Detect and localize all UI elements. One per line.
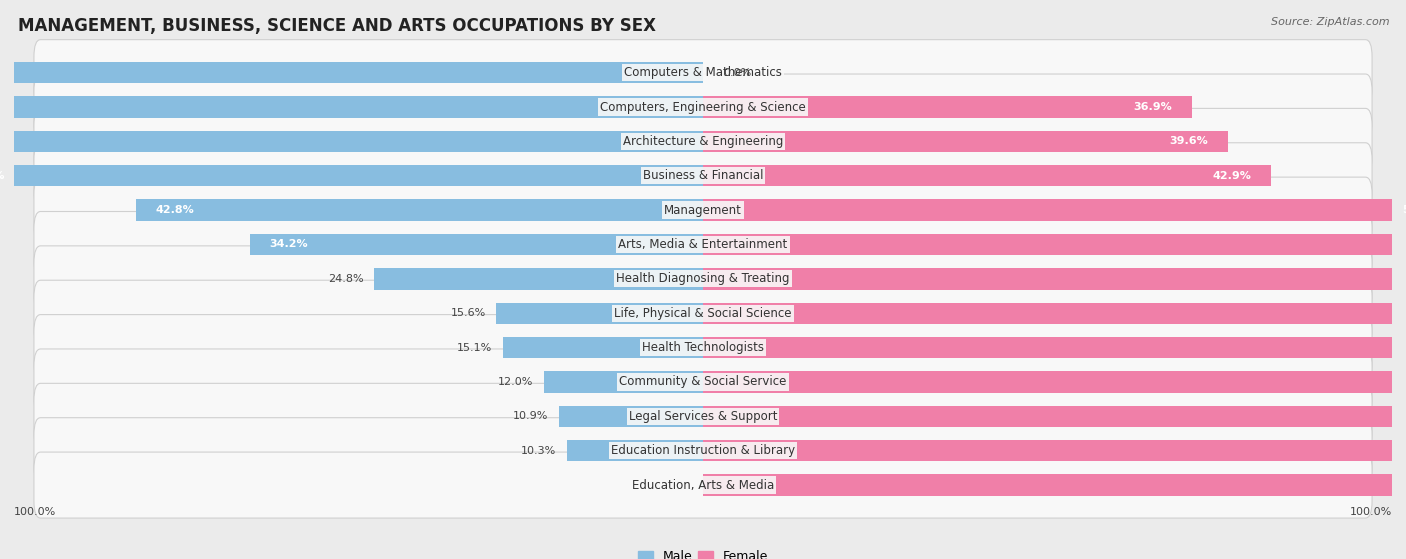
Bar	[703, 371, 1406, 392]
Text: 36.9%: 36.9%	[1133, 102, 1173, 112]
Bar	[703, 302, 1406, 324]
FancyBboxPatch shape	[34, 383, 1372, 449]
Bar	[0, 62, 703, 83]
Text: Community & Social Service: Community & Social Service	[619, 376, 787, 389]
Bar	[136, 200, 703, 221]
Bar	[703, 131, 1227, 152]
Text: 57.1%: 57.1%	[0, 170, 4, 181]
FancyBboxPatch shape	[34, 280, 1372, 346]
Bar	[374, 268, 703, 290]
Bar	[703, 200, 1406, 221]
Text: 0.0%: 0.0%	[723, 68, 751, 78]
Text: Architecture & Engineering: Architecture & Engineering	[623, 135, 783, 148]
Bar	[503, 337, 703, 358]
Bar	[544, 371, 703, 392]
Text: Source: ZipAtlas.com: Source: ZipAtlas.com	[1271, 17, 1389, 27]
Text: 34.2%: 34.2%	[270, 239, 308, 249]
Legend: Male, Female: Male, Female	[633, 546, 773, 559]
Text: 42.8%: 42.8%	[156, 205, 194, 215]
Bar	[703, 406, 1406, 427]
Text: 100.0%: 100.0%	[14, 507, 56, 517]
FancyBboxPatch shape	[34, 177, 1372, 243]
Bar	[0, 165, 703, 186]
Bar	[703, 234, 1406, 255]
Text: 57.2%: 57.2%	[1402, 205, 1406, 215]
Text: 39.6%: 39.6%	[1168, 136, 1208, 146]
Bar	[703, 337, 1406, 358]
Text: Management: Management	[664, 203, 742, 217]
Bar	[496, 302, 703, 324]
Bar	[703, 96, 1192, 118]
Text: Arts, Media & Entertainment: Arts, Media & Entertainment	[619, 238, 787, 251]
FancyBboxPatch shape	[34, 349, 1372, 415]
FancyBboxPatch shape	[34, 74, 1372, 140]
Bar	[703, 475, 1406, 496]
Text: Education, Arts & Media: Education, Arts & Media	[631, 479, 775, 491]
FancyBboxPatch shape	[34, 452, 1372, 518]
Bar	[250, 234, 703, 255]
Text: 15.6%: 15.6%	[450, 308, 485, 318]
Text: 24.8%: 24.8%	[328, 274, 364, 284]
FancyBboxPatch shape	[34, 143, 1372, 209]
Text: Computers & Mathematics: Computers & Mathematics	[624, 66, 782, 79]
Text: Legal Services & Support: Legal Services & Support	[628, 410, 778, 423]
Bar	[567, 440, 703, 461]
Text: 10.3%: 10.3%	[520, 446, 555, 456]
Bar	[0, 131, 703, 152]
Text: Business & Financial: Business & Financial	[643, 169, 763, 182]
Text: 10.9%: 10.9%	[513, 411, 548, 421]
Text: 100.0%: 100.0%	[1350, 507, 1392, 517]
FancyBboxPatch shape	[34, 418, 1372, 484]
FancyBboxPatch shape	[34, 211, 1372, 277]
FancyBboxPatch shape	[34, 108, 1372, 174]
Bar	[0, 96, 703, 118]
Bar	[558, 406, 703, 427]
Text: 15.1%: 15.1%	[457, 343, 492, 353]
Bar	[703, 165, 1271, 186]
Text: Computers, Engineering & Science: Computers, Engineering & Science	[600, 101, 806, 113]
Text: 42.9%: 42.9%	[1212, 170, 1251, 181]
Text: Health Technologists: Health Technologists	[643, 341, 763, 354]
Text: 12.0%: 12.0%	[498, 377, 533, 387]
Bar	[703, 268, 1406, 290]
Bar	[703, 440, 1406, 461]
FancyBboxPatch shape	[34, 246, 1372, 312]
FancyBboxPatch shape	[34, 315, 1372, 381]
FancyBboxPatch shape	[34, 40, 1372, 106]
Text: MANAGEMENT, BUSINESS, SCIENCE AND ARTS OCCUPATIONS BY SEX: MANAGEMENT, BUSINESS, SCIENCE AND ARTS O…	[18, 17, 657, 35]
Text: Health Diagnosing & Treating: Health Diagnosing & Treating	[616, 272, 790, 285]
Text: Life, Physical & Social Science: Life, Physical & Social Science	[614, 307, 792, 320]
Text: Education Instruction & Library: Education Instruction & Library	[612, 444, 794, 457]
